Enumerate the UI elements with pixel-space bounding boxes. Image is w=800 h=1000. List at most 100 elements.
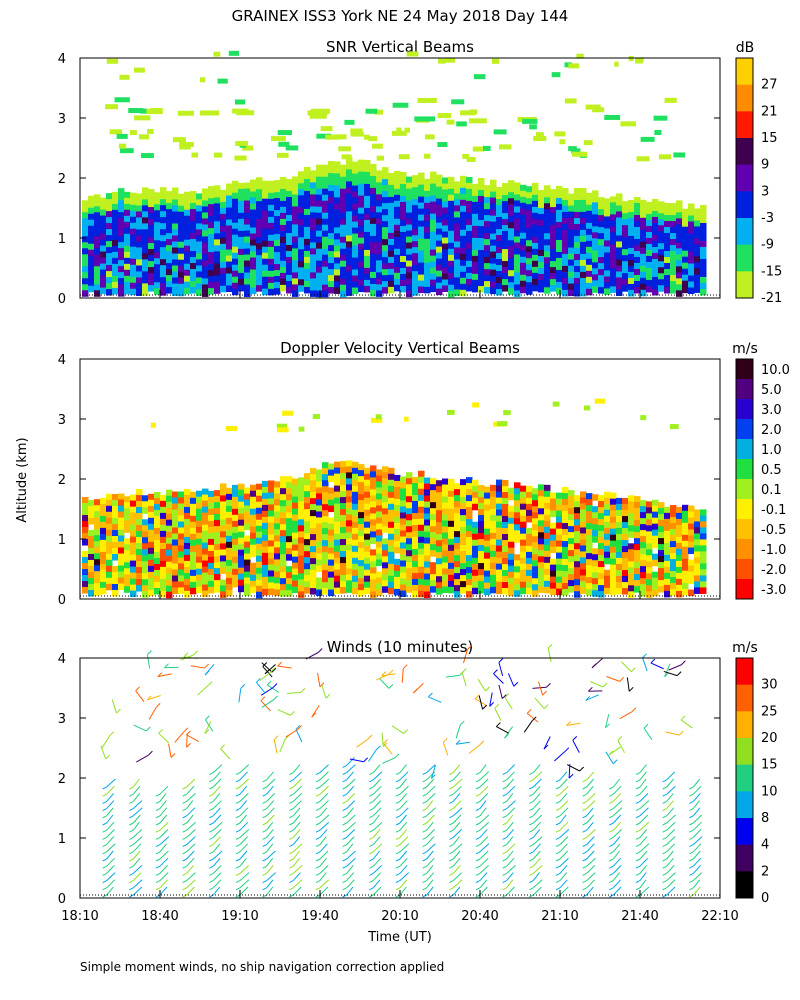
snr-cell (640, 283, 647, 291)
doppler-cell (184, 500, 191, 508)
doppler-cell (82, 539, 89, 546)
snr-cell (346, 157, 353, 164)
wind-barb (102, 800, 115, 812)
snr-cell (310, 236, 317, 243)
wind-barb-staff (372, 807, 382, 817)
snr-cell (508, 288, 515, 295)
wind-barb-feather (475, 865, 481, 869)
doppler-cell (616, 563, 623, 571)
snr-cell (688, 269, 695, 276)
snr-cell (94, 236, 101, 243)
wind-barb-feather (555, 779, 561, 783)
snr-cell (328, 281, 335, 288)
wind-barb (529, 872, 540, 884)
doppler-upper-cell (225, 426, 238, 432)
doppler-cell (466, 591, 473, 598)
snr-cell (442, 267, 449, 275)
snr-cell (124, 281, 131, 289)
snr-cell (244, 272, 251, 280)
snr-cell (148, 255, 155, 262)
doppler-cell (322, 534, 329, 541)
wind-barb (262, 814, 275, 826)
doppler-cell (298, 573, 305, 580)
doppler-cell (436, 480, 443, 487)
snr-cell (202, 254, 209, 261)
wind-barb (395, 843, 410, 855)
snr-cell (394, 182, 401, 190)
doppler-cell (508, 529, 515, 537)
wind-barb (209, 829, 222, 840)
doppler-cell (466, 513, 473, 520)
snr-cell (88, 279, 95, 287)
doppler-cell (478, 521, 485, 528)
wind-barb (315, 843, 328, 855)
doppler-cell (334, 527, 341, 535)
snr-cell (130, 288, 137, 296)
snr-cell (418, 268, 425, 276)
snr-cell (682, 256, 689, 264)
wind-barb (529, 814, 543, 826)
snr-cell (394, 272, 401, 280)
snr-cell (520, 280, 527, 288)
snr-cell (136, 193, 143, 200)
doppler-cell (454, 585, 461, 592)
snr-cell (184, 275, 191, 283)
snr-cell (238, 188, 245, 196)
snr-cell (412, 241, 419, 248)
doppler-cell (154, 521, 161, 529)
doppler-cell (454, 573, 461, 580)
snr-cell (520, 268, 527, 276)
snr-cell (448, 194, 455, 202)
doppler-cell (424, 483, 431, 491)
snr-cell (670, 221, 677, 228)
wind-barb-feather (209, 865, 214, 869)
snr-cell (526, 258, 533, 265)
snr-cell (208, 282, 215, 289)
wind-barb (315, 836, 327, 848)
doppler-cell (130, 572, 137, 580)
doppler-cell (556, 576, 563, 584)
snr-cell (568, 247, 575, 255)
doppler-cell (352, 521, 359, 529)
doppler-cell (454, 549, 461, 556)
snr-cell (364, 225, 371, 233)
doppler-cell (172, 569, 179, 577)
doppler-cell (400, 518, 407, 526)
doppler-cell (442, 586, 449, 594)
wind-barb-staff (612, 879, 621, 889)
doppler-cell (700, 563, 707, 570)
doppler-cell (100, 521, 107, 529)
doppler-cell (286, 566, 293, 573)
snr-cell (112, 227, 119, 235)
doppler-cell (280, 590, 287, 597)
doppler-cell (676, 548, 683, 556)
doppler-cell (196, 496, 203, 504)
snr-cell (196, 205, 203, 212)
snr-cell (532, 266, 539, 274)
wind-barb-staff (559, 857, 569, 867)
snr-cell (334, 167, 341, 174)
wind-barb (182, 778, 196, 790)
wind-barb (369, 764, 381, 776)
doppler-cell (136, 495, 143, 502)
doppler-cell (304, 497, 311, 504)
snr-cell (112, 209, 119, 217)
colorbar-label: 2.0 (761, 423, 782, 438)
doppler-cell (112, 548, 119, 555)
snr-cell (424, 214, 431, 222)
wind-barb-staff (319, 814, 330, 824)
doppler-cell (172, 563, 179, 571)
doppler-cell (322, 474, 329, 481)
snr-cell (316, 266, 323, 274)
snr-cell (676, 266, 683, 273)
snr-cell (202, 206, 209, 213)
doppler-cell (448, 556, 455, 564)
doppler-cell (364, 575, 371, 583)
wind-barb-feather (475, 880, 481, 884)
snr-cell (694, 220, 701, 227)
doppler-cell (406, 496, 413, 503)
doppler-cell (322, 528, 329, 535)
doppler-cell (208, 550, 215, 558)
snr-cell (406, 236, 413, 244)
doppler-cell (562, 571, 569, 578)
